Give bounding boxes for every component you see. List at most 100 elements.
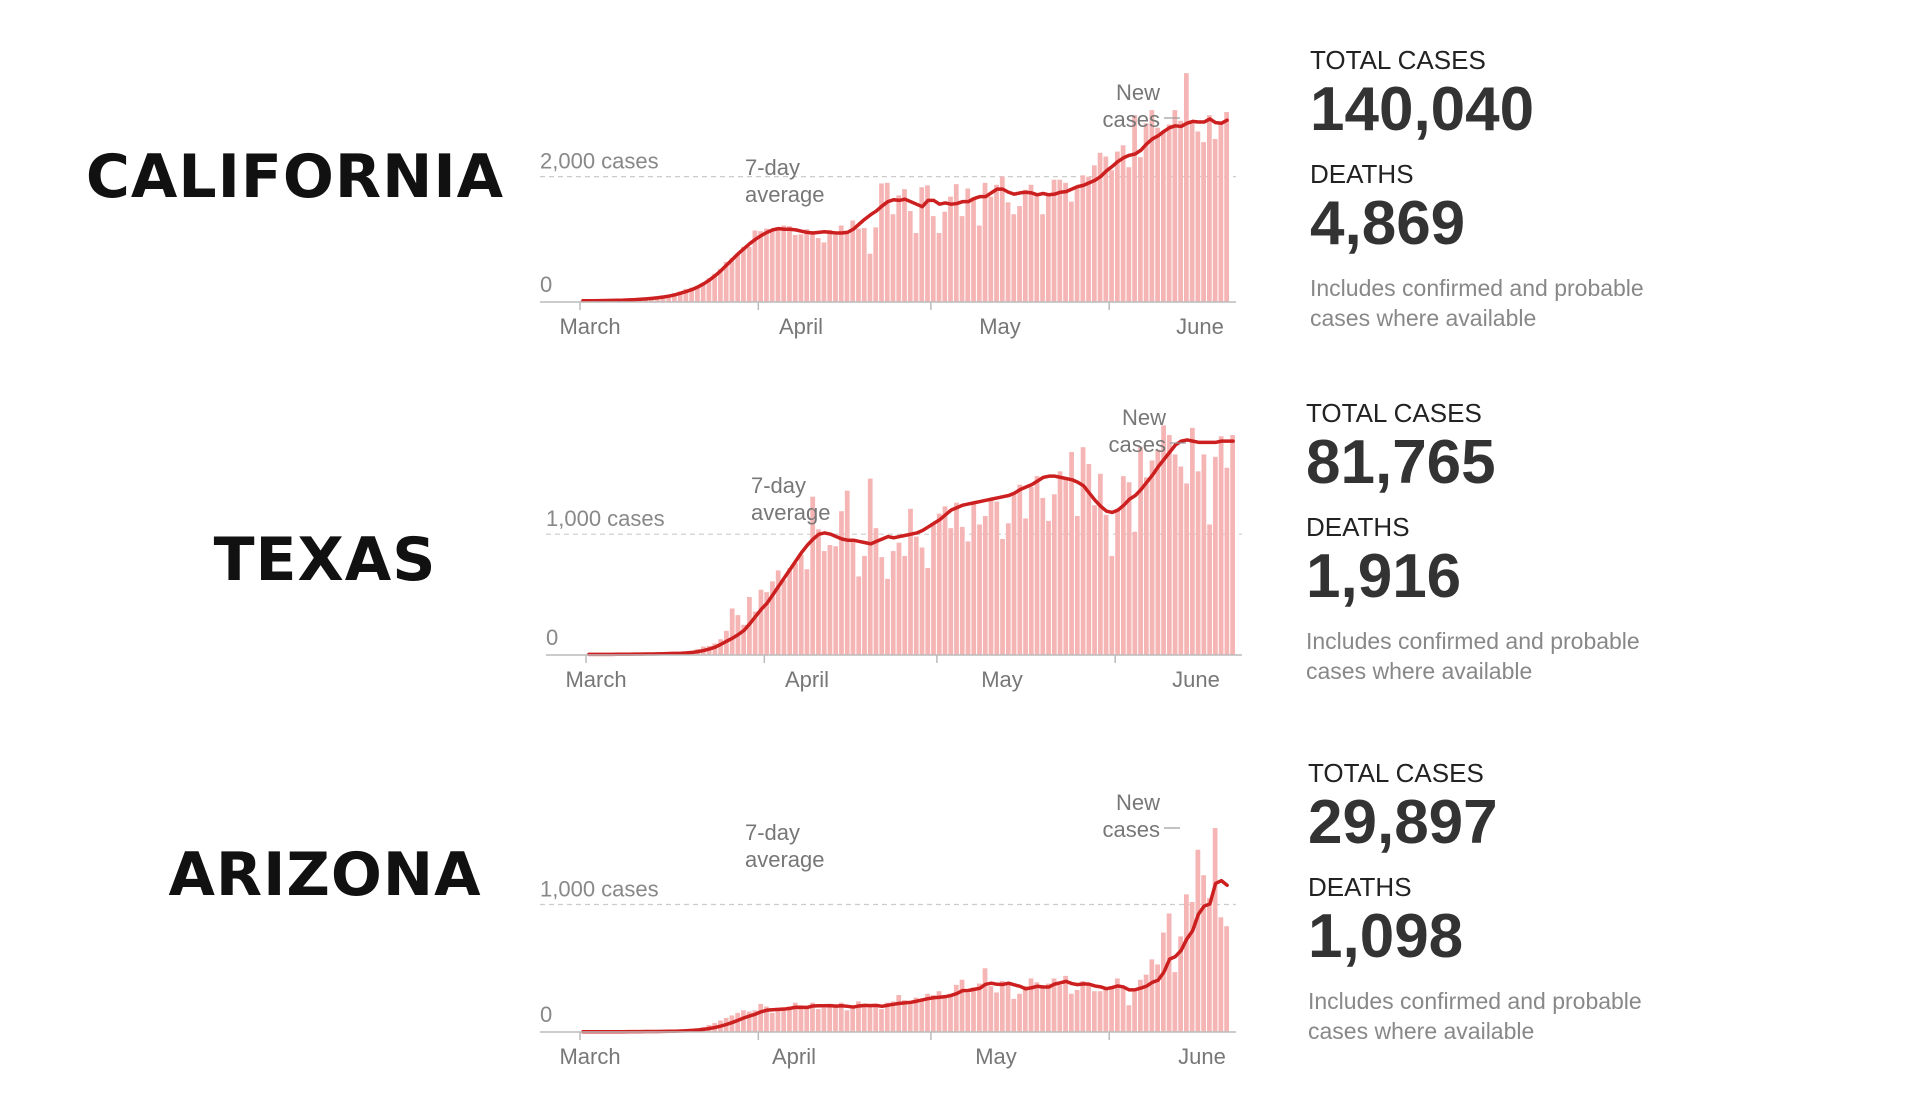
- avg-annotation-line-2: average: [751, 500, 831, 525]
- case-bar: [851, 541, 856, 655]
- deaths-value: 1,098: [1308, 902, 1748, 972]
- case-bar: [833, 1007, 838, 1032]
- case-bar: [816, 238, 821, 302]
- case-bar: [942, 996, 947, 1032]
- total-cases-value: 81,765: [1306, 428, 1746, 498]
- case-bar: [897, 543, 902, 655]
- case-bar: [965, 189, 970, 302]
- case-bar: [943, 506, 948, 655]
- case-bar: [908, 509, 913, 655]
- case-bar: [758, 231, 763, 302]
- note: Includes confirmed and probable cases wh…: [1310, 273, 1710, 333]
- case-bar: [1161, 933, 1166, 1032]
- avg-annotation-line-1: 7-day: [745, 155, 800, 180]
- case-bar: [770, 231, 775, 302]
- case-bar: [1132, 115, 1137, 302]
- case-bar: [1144, 123, 1149, 302]
- case-bar: [891, 551, 896, 655]
- note: Includes confirmed and probable cases wh…: [1306, 626, 1706, 686]
- case-bar: [862, 228, 867, 302]
- case-bar: [1207, 525, 1212, 656]
- case-bar: [1052, 494, 1057, 655]
- case-bar: [1069, 452, 1074, 655]
- total-cases-label: TOTAL CASES: [1306, 398, 1746, 428]
- case-bar: [1167, 125, 1172, 302]
- case-bar: [1057, 180, 1062, 302]
- month-label: March: [559, 314, 620, 339]
- case-bar: [1150, 460, 1155, 655]
- stats-california: TOTAL CASES 140,040 DEATHS 4,869 Include…: [1310, 45, 1750, 333]
- case-bar: [822, 551, 827, 655]
- case-bar: [1184, 894, 1189, 1032]
- deaths-label: DEATHS: [1310, 159, 1750, 189]
- deaths-label: DEATHS: [1306, 512, 1746, 542]
- case-bar: [850, 220, 855, 302]
- avg-annotation-line-1: 7-day: [751, 473, 806, 498]
- case-bar: [948, 528, 953, 655]
- ref-label: 1,000 cases: [546, 506, 665, 531]
- new-cases-annotation-line-1: New: [1116, 80, 1160, 105]
- case-bar: [741, 247, 746, 302]
- case-bar: [1201, 875, 1206, 1032]
- case-bar: [1132, 532, 1137, 655]
- case-bar: [1126, 167, 1131, 302]
- case-bar: [822, 1008, 827, 1032]
- case-bar: [1000, 981, 1005, 1032]
- case-bar: [845, 491, 850, 655]
- case-bar: [776, 227, 781, 302]
- case-bar: [1017, 206, 1022, 302]
- case-bar: [1040, 214, 1045, 302]
- case-bar: [799, 234, 804, 302]
- case-bar: [868, 479, 873, 655]
- case-bar: [1029, 185, 1034, 302]
- case-bar: [960, 216, 965, 302]
- case-bar: [983, 968, 988, 1032]
- case-bar: [1195, 850, 1200, 1032]
- note-line-1: Includes confirmed and probable: [1308, 986, 1708, 1016]
- case-bar: [988, 986, 993, 1032]
- case-bar: [988, 197, 993, 302]
- case-bar: [1207, 115, 1212, 302]
- case-bar: [994, 185, 999, 302]
- avg-annotation-line-1: 7-day: [745, 820, 800, 845]
- case-bar: [1063, 183, 1068, 302]
- month-label: April: [785, 667, 829, 692]
- case-bar: [793, 235, 798, 302]
- case-bar: [902, 1000, 907, 1032]
- case-bar: [977, 525, 982, 656]
- case-bar: [741, 1010, 746, 1032]
- case-bar: [966, 541, 971, 655]
- note-line-2: cases where available: [1308, 1016, 1708, 1046]
- case-bar: [1213, 828, 1218, 1032]
- case-bar: [827, 1005, 832, 1032]
- case-bar: [1132, 990, 1137, 1032]
- case-bar: [989, 498, 994, 655]
- case-bar: [1173, 454, 1178, 655]
- note-line-2: cases where available: [1310, 303, 1710, 333]
- case-bar: [908, 1003, 913, 1032]
- case-bar: [730, 258, 735, 302]
- case-bar: [1040, 498, 1045, 655]
- case-bar: [1109, 986, 1114, 1032]
- case-bar: [1230, 435, 1235, 655]
- month-label: May: [981, 667, 1023, 692]
- case-bar: [822, 242, 827, 302]
- case-bar: [816, 1009, 821, 1032]
- case-bar: [758, 1004, 763, 1032]
- case-bar: [833, 546, 838, 655]
- zero-label: 0: [540, 272, 552, 297]
- case-bar: [931, 525, 936, 656]
- case-bar: [735, 254, 740, 302]
- case-bar: [1201, 142, 1206, 302]
- case-bar: [902, 556, 907, 655]
- case-bar: [1034, 194, 1039, 302]
- case-bar: [1172, 110, 1177, 302]
- case-bar: [1052, 180, 1057, 302]
- case-bar: [919, 1000, 924, 1032]
- zero-label: 0: [546, 625, 558, 650]
- case-bar: [1092, 505, 1097, 655]
